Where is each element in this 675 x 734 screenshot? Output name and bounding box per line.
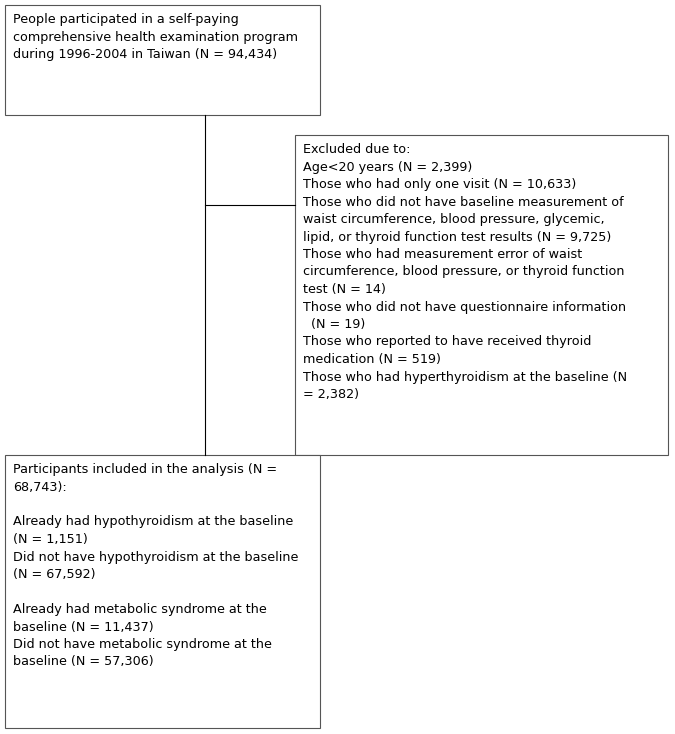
FancyBboxPatch shape xyxy=(5,455,320,728)
Text: People participated in a self-paying
comprehensive health examination program
du: People participated in a self-paying com… xyxy=(13,13,298,61)
FancyBboxPatch shape xyxy=(295,135,668,455)
Text: Participants included in the analysis (N =
68,743):

Already had hypothyroidism : Participants included in the analysis (N… xyxy=(13,463,298,669)
FancyBboxPatch shape xyxy=(5,5,320,115)
Text: Excluded due to:
Age<20 years (N = 2,399)
Those who had only one visit (N = 10,6: Excluded due to: Age<20 years (N = 2,399… xyxy=(303,143,627,401)
